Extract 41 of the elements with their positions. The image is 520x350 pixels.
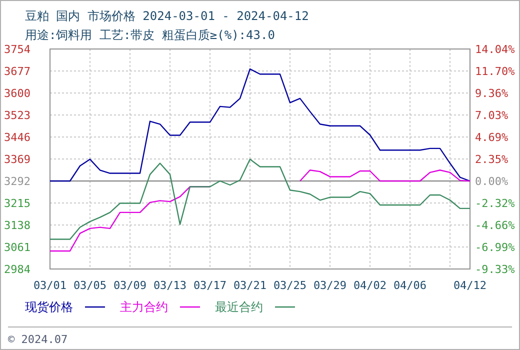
y2-tick-label: -2.32% [475,197,516,210]
line-series [49,68,471,182]
x-tick-label: 03/17 [193,279,227,292]
chart-title: 豆粕 国内 市场价格 2024-03-01 - 2024-04-12 [25,9,309,23]
y-tick-label: 3446 [4,131,30,144]
y-tick-label: 3138 [4,219,30,232]
x-tick-label: 04/06 [393,279,427,292]
y2-tick-label: 11.70% [475,65,516,78]
y2-tick-label: -9.33% [475,263,516,276]
x-tick-label: 03/25 [273,279,307,292]
y-tick-label: 3677 [4,65,30,78]
x-tick-label: 03/13 [153,279,187,292]
y2-tick-label: -4.66% [475,219,516,232]
x-tick-label: 03/01 [33,279,67,292]
x-tick-label: 04/02 [353,279,387,292]
y2-tick-label: 14.04% [475,43,516,56]
y-tick-label: 3600 [4,87,30,100]
x-tick-label: 03/09 [113,279,147,292]
legend-label: 现货价格 [25,300,73,314]
x-tick-label: 03/05 [73,279,107,292]
y2-tick-label: 0.00% [475,175,508,188]
y-tick-label: 2984 [4,263,31,276]
legend-label: 主力合约 [120,300,168,314]
y2-tick-label: 7.03% [475,108,508,122]
y-tick-label: 3369 [4,153,30,166]
text: © 2024.07 [8,333,68,346]
line-series [49,158,471,240]
chart-subtitle: 用途:饲料用 工艺:带皮 粗蛋白质≥(%):43.0 [25,28,275,42]
y2-tick-label: -6.99% [475,240,516,254]
y-tick-label: 3754 [4,43,31,56]
x-tick-label: 03/29 [313,279,347,292]
x-tick-label: 03/21 [233,279,267,292]
y-tick-label: 3523 [4,109,30,122]
y-tick-label: 3061 [4,241,30,254]
y2-tick-label: 4.69% [475,131,508,144]
y-tick-label: 3292 [4,175,30,188]
y-tick-label: 3215 [4,197,30,210]
x-tick-label: 04/12 [453,279,487,292]
y2-tick-label: 2.35% [475,153,508,166]
legend-label: 最近合约 [215,300,263,314]
y2-tick-label: 9.36% [475,87,508,100]
